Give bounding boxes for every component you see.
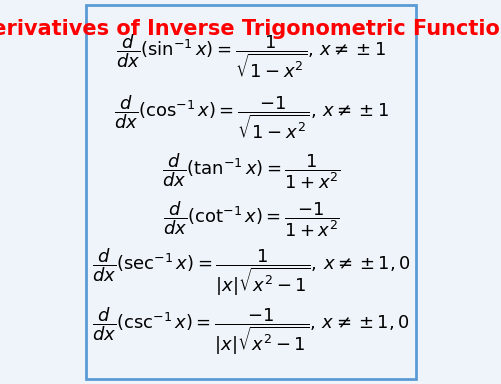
FancyBboxPatch shape: [86, 5, 415, 379]
Text: $\dfrac{d}{dx}\left(\cos^{-1}x\right)=\dfrac{-1}{\sqrt{1-x^2}},\, x\neq\pm1$: $\dfrac{d}{dx}\left(\cos^{-1}x\right)=\d…: [113, 94, 388, 142]
Text: $\dfrac{d}{dx}\left(\csc^{-1}x\right)=\dfrac{-1}{|x|\sqrt{x^2-1}},\, x\neq\pm1,0: $\dfrac{d}{dx}\left(\csc^{-1}x\right)=\d…: [92, 305, 409, 357]
Text: $\dfrac{d}{dx}\left(\tan^{-1}x\right)=\dfrac{1}{1+x^2}$: $\dfrac{d}{dx}\left(\tan^{-1}x\right)=\d…: [161, 151, 340, 191]
Text: Derivatives of Inverse Trigonometric Functions: Derivatives of Inverse Trigonometric Fun…: [0, 18, 501, 38]
Text: $\dfrac{d}{dx}\left(\sec^{-1}x\right)=\dfrac{1}{|x|\sqrt{x^2-1}},\, x\neq\pm1,0$: $\dfrac{d}{dx}\left(\sec^{-1}x\right)=\d…: [92, 246, 409, 298]
Text: $\dfrac{d}{dx}\left(\sin^{-1}x\right)=\dfrac{1}{\sqrt{1-x^2}},\, x\neq\pm1$: $\dfrac{d}{dx}\left(\sin^{-1}x\right)=\d…: [116, 33, 385, 81]
Text: $\dfrac{d}{dx}\left(\cot^{-1}x\right)=\dfrac{-1}{1+x^2}$: $\dfrac{d}{dx}\left(\cot^{-1}x\right)=\d…: [162, 199, 339, 238]
